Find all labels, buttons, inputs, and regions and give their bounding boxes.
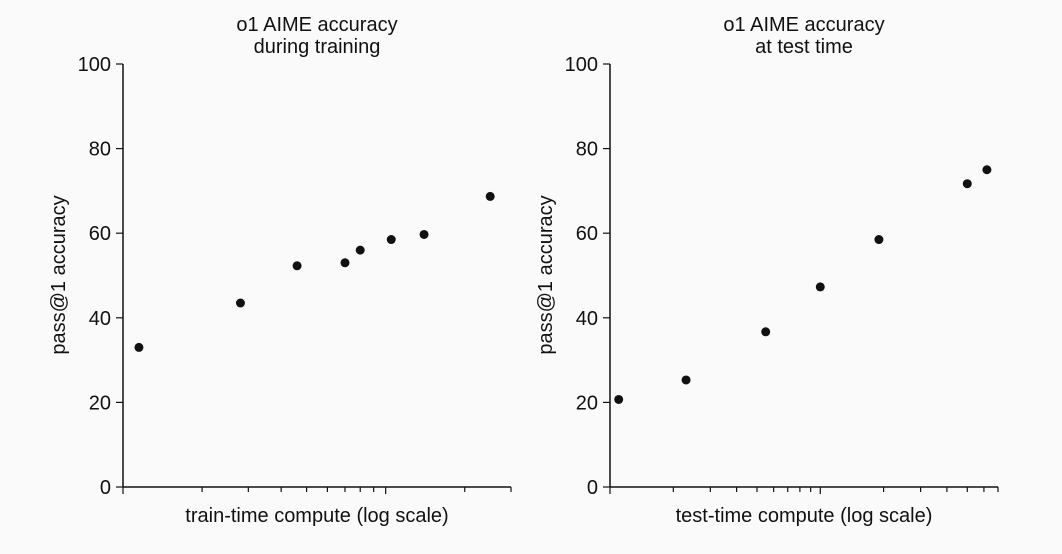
- y-tick-label: 40: [576, 308, 598, 330]
- y-tick-label: 20: [89, 392, 111, 414]
- data-point: [292, 261, 302, 271]
- chart-train-time: o1 AIME accuracy during training 0 20 40 60…: [48, 14, 512, 527]
- x-axis-label: test-time compute (log scale): [676, 505, 933, 527]
- y-tick-label: 60: [89, 223, 111, 245]
- chart-test-time: o1 AIME accuracy at test time 0 20 40 60 80 1…: [535, 14, 999, 527]
- x-ticks: [609, 487, 999, 494]
- data-points: [134, 191, 495, 352]
- y-tick-label: 80: [89, 139, 111, 161]
- x-axis-label: train-time compute (log scale): [185, 505, 448, 527]
- data-point: [485, 191, 495, 201]
- chart-title-line-2: at test time: [755, 36, 853, 58]
- chart-title-line-2: during training: [254, 36, 381, 58]
- y-tick-label: 40: [89, 308, 111, 330]
- y-tick-label: 60: [576, 223, 598, 245]
- data-point: [815, 282, 825, 292]
- data-point: [386, 235, 396, 245]
- data-point: [962, 179, 972, 189]
- data-point: [982, 165, 992, 175]
- y-axis-label: pass@1 accuracy: [48, 195, 70, 354]
- data-point: [761, 327, 771, 337]
- y-tick-label: 100: [565, 54, 598, 76]
- data-point: [681, 375, 691, 385]
- data-point: [134, 342, 144, 352]
- data-points: [614, 165, 992, 404]
- y-axis-label: pass@1 accuracy: [535, 195, 557, 354]
- y-ticks: 0 20 40 60 80 100: [78, 54, 123, 499]
- y-tick-label: 80: [576, 139, 598, 161]
- x-ticks: [122, 487, 512, 494]
- y-tick-label: 0: [587, 477, 598, 499]
- data-point: [340, 258, 350, 268]
- data-point: [874, 235, 884, 245]
- y-ticks: 0 20 40 60 80 100: [565, 54, 610, 499]
- data-point: [614, 394, 624, 404]
- data-point: [419, 229, 429, 239]
- chart-title-line-1: o1 AIME accuracy: [236, 14, 397, 36]
- y-tick-label: 100: [78, 54, 111, 76]
- data-point: [235, 298, 245, 308]
- chart-title-line-1: o1 AIME accuracy: [723, 14, 884, 36]
- data-point: [355, 245, 365, 255]
- y-tick-label: 0: [100, 477, 111, 499]
- y-tick-label: 20: [576, 392, 598, 414]
